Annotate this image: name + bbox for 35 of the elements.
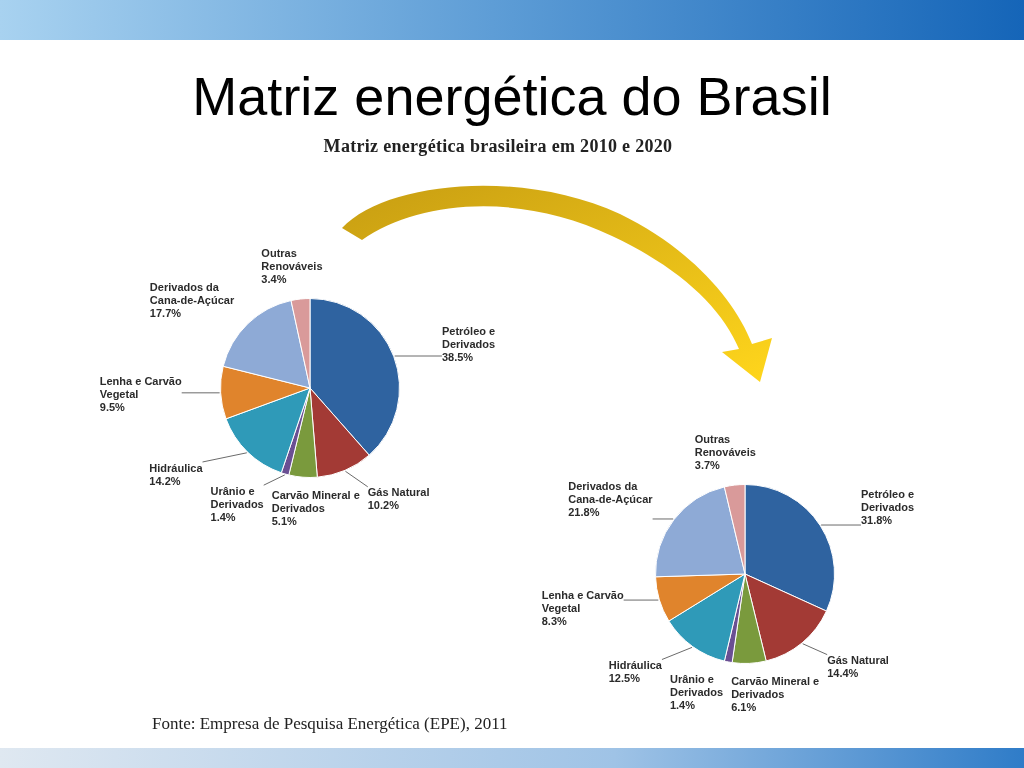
slice-label: Hidráulica: [149, 461, 204, 474]
slice-label: Carvão Mineral e Derivados: [271, 489, 360, 515]
slice-label: Petróleo e Derivados: [441, 325, 496, 351]
slice-label: Hidráulica: [608, 659, 663, 672]
data-label: 12.5%: [608, 672, 641, 685]
slice-label: Urânio e Derivados: [210, 484, 264, 510]
data-label: 9.5%: [99, 400, 126, 413]
data-label: 14.4%: [827, 667, 859, 680]
data-label: 3.7%: [694, 459, 721, 472]
slice-label: Petróleo e Derivados: [860, 488, 915, 514]
slice-label: Gás Natural: [367, 486, 430, 499]
data-label: 21.8%: [568, 506, 600, 519]
chart-title: Matriz energética do Brasil: [192, 66, 832, 126]
slice-label: Urânio e Derivados: [669, 673, 724, 699]
slice-label: Outras Renováveis: [261, 247, 323, 273]
data-label: 1.4%: [669, 699, 696, 712]
slice-label: Gás Natural: [827, 654, 889, 667]
chart-subtitle: Matriz energética brasileira em 2010 e 2020: [323, 136, 673, 156]
data-label: 3.4%: [261, 273, 287, 286]
slice-label: Outras Renováveis: [694, 433, 756, 459]
source-note: Fonte: Empresa de Pesquisa Energética (EPE), 2011: [152, 714, 508, 733]
slice-label: Carvão Mineral e Derivados: [731, 675, 820, 701]
data-label: 14.2%: [149, 474, 181, 487]
slice-label: Lenha e Carvão Vegetal: [541, 589, 624, 615]
data-label: 5.1%: [271, 515, 298, 528]
data-label: 1.4%: [210, 510, 236, 523]
data-label: 17.7%: [149, 306, 182, 319]
data-label: 31.8%: [860, 514, 893, 527]
data-label: 8.3%: [541, 615, 568, 628]
slice-label: Lenha e Carvão Vegetal: [99, 374, 182, 400]
slice-label: Derivados da Cana-de-Açúcar: [149, 280, 235, 306]
data-label: 38.5%: [441, 351, 474, 364]
data-label: 10.2%: [367, 499, 400, 512]
data-label: 6.1%: [731, 701, 757, 714]
slice-label: Derivados da Cana-de-Açúcar: [568, 480, 654, 506]
